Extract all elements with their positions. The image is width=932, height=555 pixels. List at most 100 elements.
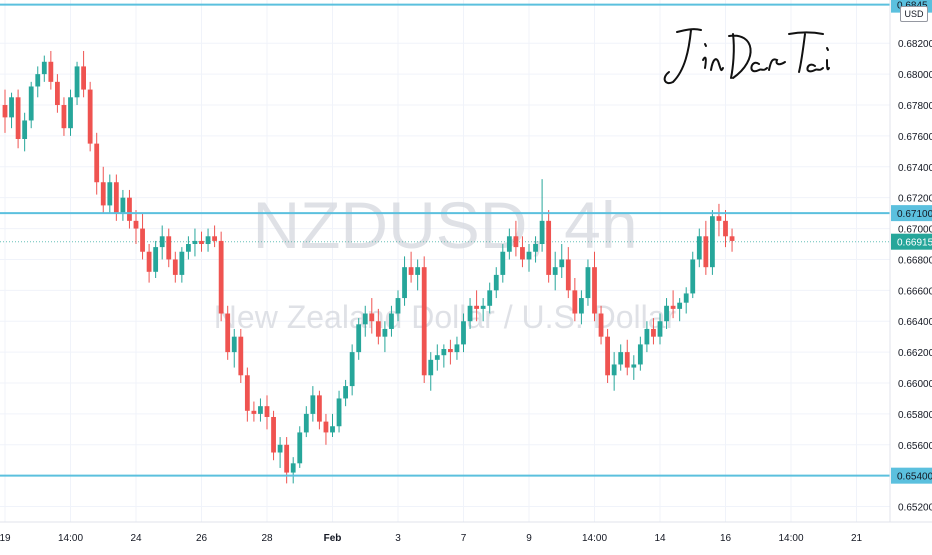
candle-body xyxy=(284,444,290,473)
candle-body xyxy=(651,328,656,337)
candle-body xyxy=(330,426,335,433)
candle-body xyxy=(81,66,86,90)
y-tick-label: 0.65600 xyxy=(898,441,932,452)
candle-body xyxy=(205,236,211,245)
candle-body xyxy=(605,336,610,376)
currency-badge[interactable]: USD xyxy=(900,6,928,22)
y-tick-label: 0.66200 xyxy=(898,348,932,359)
candle-body xyxy=(68,97,73,129)
candle-body xyxy=(28,86,34,121)
candle-body xyxy=(107,182,113,206)
candle-body xyxy=(146,251,152,272)
y-tick-label: 0.66800 xyxy=(898,255,932,266)
candle-body xyxy=(559,259,565,268)
y-tick-label: 0.68200 xyxy=(898,39,932,50)
candle-body xyxy=(500,251,506,275)
candle-body xyxy=(140,228,145,252)
y-tick-label: 0.67600 xyxy=(898,132,932,143)
candle-body xyxy=(74,66,80,98)
candle-body xyxy=(218,240,224,314)
candle-body xyxy=(703,236,709,268)
candle-body xyxy=(533,244,538,252)
candle-body xyxy=(61,105,67,129)
y-tick-label: 0.67800 xyxy=(898,101,932,112)
candle-body xyxy=(375,321,381,337)
candle-body xyxy=(513,236,519,248)
candle-body xyxy=(592,267,597,314)
candle-body xyxy=(120,197,126,214)
x-tick-label: 14 xyxy=(654,533,666,544)
y-tick-label: 0.65800 xyxy=(898,410,932,421)
candle-body xyxy=(192,240,198,245)
y-tick-label: 0.65200 xyxy=(898,503,932,514)
chart-watermark-title: NZDUSD, 4h xyxy=(252,188,637,262)
x-tick-label: 14:00 xyxy=(582,533,607,544)
x-tick-label: 24 xyxy=(130,533,142,544)
candle-body xyxy=(644,328,650,345)
candle-body xyxy=(153,247,159,272)
x-tick-label: 9 xyxy=(526,533,532,544)
x-tick-label: 26 xyxy=(196,533,208,544)
candle-body xyxy=(624,352,630,368)
candle-body xyxy=(683,293,689,303)
candle-body xyxy=(349,352,355,387)
candle-body xyxy=(238,336,244,376)
candle-body xyxy=(251,410,257,414)
candle-body xyxy=(362,313,368,325)
candle-body xyxy=(480,305,486,309)
candle-body xyxy=(408,267,414,275)
y-tick-label: 0.66000 xyxy=(898,379,932,390)
candle-body xyxy=(690,259,696,294)
y-tick-label: 0.67200 xyxy=(898,194,932,205)
candle-body xyxy=(113,182,119,214)
candle-body xyxy=(356,324,362,353)
candle-body xyxy=(670,305,676,309)
candle-body xyxy=(493,274,499,291)
candle-body xyxy=(303,413,309,433)
candle-body xyxy=(159,236,165,248)
candle-body xyxy=(231,336,237,353)
candle-body xyxy=(22,120,28,139)
y-tick-label: 0.68000 xyxy=(898,70,932,81)
y-tick-label: 0.66400 xyxy=(898,317,932,328)
candle-body xyxy=(631,364,637,368)
price-axis xyxy=(890,0,932,550)
candle-body xyxy=(179,251,185,275)
candle-body xyxy=(389,313,394,329)
candle-body xyxy=(290,463,296,473)
candle-body xyxy=(317,395,322,422)
time-axis xyxy=(0,522,932,550)
x-tick-label: 28 xyxy=(261,533,273,544)
x-tick-label: 16 xyxy=(720,533,732,544)
candle-body xyxy=(9,97,14,118)
candle-body xyxy=(369,313,375,322)
candle-body xyxy=(546,220,552,275)
candle-body xyxy=(421,267,427,376)
candle-body xyxy=(618,352,624,365)
x-tick-label: 7 xyxy=(461,533,467,544)
candle-body xyxy=(637,344,643,365)
level-label: 0.67100 xyxy=(897,209,932,220)
candle-body xyxy=(598,313,604,337)
candle-body xyxy=(474,305,479,309)
candle-body xyxy=(572,290,578,314)
signature-watermark-icon xyxy=(663,28,830,84)
candle-body xyxy=(506,236,512,252)
candle-body xyxy=(696,236,702,260)
candle-body xyxy=(343,386,348,399)
candle-body xyxy=(415,267,421,275)
x-tick-label: 19 xyxy=(0,533,11,544)
candle-body xyxy=(539,220,545,245)
candle-body xyxy=(716,216,722,221)
x-tick-label: Feb xyxy=(324,533,342,544)
candle-body xyxy=(100,182,106,206)
candle-body xyxy=(448,349,453,353)
candle-body xyxy=(15,97,21,139)
candle-body xyxy=(323,421,329,433)
current-price-label: 0.66915 xyxy=(897,238,932,249)
level-label: 0.65400 xyxy=(897,472,932,483)
candle-body xyxy=(723,220,728,237)
candle-body xyxy=(35,74,41,87)
